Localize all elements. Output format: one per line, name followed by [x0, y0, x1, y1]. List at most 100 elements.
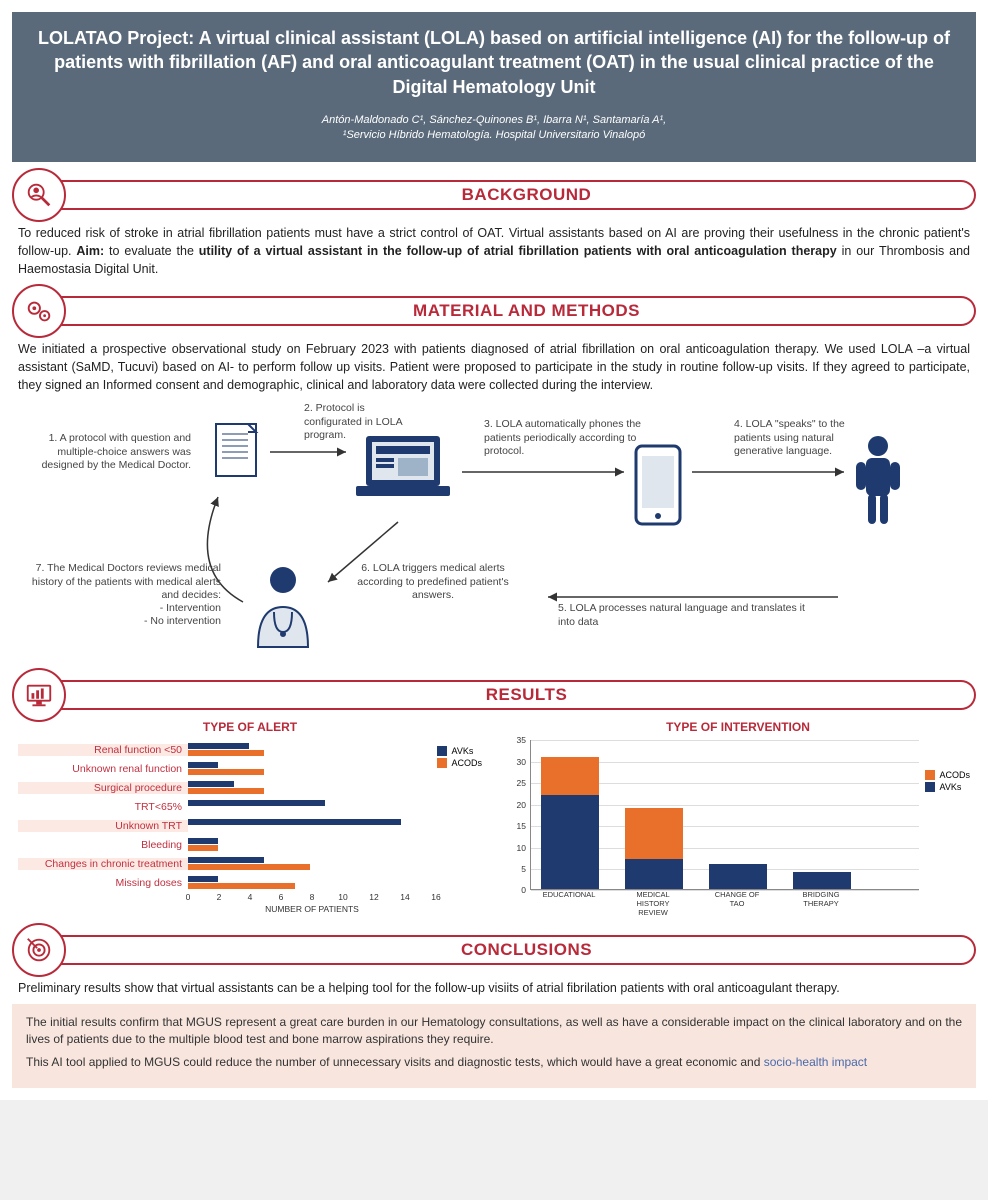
gears-icon — [12, 284, 66, 338]
flow-step-2: 2. Protocol is configurated in LOLA prog… — [304, 402, 414, 441]
ytick: 25 — [517, 778, 526, 788]
hbar-track — [188, 740, 431, 759]
chart-title: TYPE OF ALERT — [18, 720, 482, 734]
alert-chart: TYPE OF ALERT Renal function <50 Unknown … — [18, 720, 482, 917]
ytick: 0 — [521, 885, 526, 895]
poster-header: LOLATAO Project: A virtual clinical assi… — [12, 12, 976, 162]
stacked-bar — [709, 864, 767, 890]
section-title: BACKGROUND — [462, 185, 592, 205]
hbar-label: Unknown TRT — [18, 820, 188, 832]
scientific-poster: LOLATAO Project: A virtual clinical assi… — [0, 0, 988, 1100]
footer-p2a: This AI tool applied to MGUS could reduc… — [26, 1055, 764, 1069]
footer-p2-link: socio-health impact — [764, 1055, 867, 1069]
xtick: 4 — [248, 892, 253, 902]
bar-acod — [188, 883, 295, 889]
legend-item: AVKs — [925, 782, 970, 792]
bar-avk-segment — [625, 859, 683, 889]
hbar-track — [188, 778, 431, 797]
affiliation-line: ¹Servicio Híbrido Hematología. Hospital … — [36, 128, 952, 143]
bar-avk — [188, 743, 249, 749]
hbar-label: Renal function <50 — [18, 744, 188, 756]
bar-acod — [188, 769, 264, 775]
section-header-bar: BACKGROUND — [12, 176, 976, 214]
legend-item: ACODs — [437, 758, 482, 768]
flow-step-7a: 7. The Medical Doctors reviews medical h… — [32, 562, 221, 600]
hbar-label: Missing doses — [18, 877, 188, 889]
conclusions-text: Preliminary results show that virtual as… — [18, 979, 970, 997]
ytick: 35 — [517, 735, 526, 745]
flow-step-1: 1. A protocol with question and multiple… — [26, 432, 191, 471]
bar-avk — [188, 857, 264, 863]
hbar-track — [188, 835, 431, 854]
bar-avk — [188, 838, 218, 844]
legend-item: ACODs — [925, 770, 970, 780]
authors-line: Antón-Maldonado C¹, Sánchez-Quinones B¹,… — [36, 113, 952, 128]
ytick: 5 — [521, 864, 526, 874]
intervention-chart: TYPE OF INTERVENTION 05101520253035 ACOD… — [506, 720, 970, 917]
bar-acod — [188, 750, 264, 756]
methods-flowchart: 1. A protocol with question and multiple… — [18, 402, 970, 662]
xlabel: CHANGE OF TAO — [708, 890, 766, 917]
section-header-bar: MATERIAL AND METHODS — [12, 292, 976, 330]
section-results: RESULTS TYPE OF ALERT Renal function <50… — [12, 676, 976, 917]
ytick: 15 — [517, 821, 526, 831]
hbar-row: Missing doses — [18, 873, 431, 892]
section-background: BACKGROUND To reduced risk of stroke in … — [12, 176, 976, 278]
hbar-track — [188, 816, 431, 835]
xtick: 12 — [369, 892, 378, 902]
chart-title: TYPE OF INTERVENTION — [506, 720, 970, 734]
alert-bars-area: Renal function <50 Unknown renal function… — [18, 740, 431, 892]
magnifier-icon — [12, 168, 66, 222]
hbar-label: Bleeding — [18, 839, 188, 851]
intervention-xlabels: EDUCATIONAL MEDICAL HISTORY REVIEW CHANGE … — [530, 890, 914, 917]
footer-p1: The initial results confirm that MGUS re… — [26, 1014, 962, 1049]
stacked-bar — [541, 757, 599, 890]
alert-legend: AVKs ACODs — [437, 746, 482, 892]
hbar-track — [188, 797, 431, 816]
hbar-track — [188, 854, 431, 873]
hbar-row: Unknown TRT — [18, 816, 431, 835]
legend-acod: ACODs — [451, 758, 482, 768]
results-charts-row: TYPE OF ALERT Renal function <50 Unknown … — [18, 720, 970, 917]
section-header-bar: CONCLUSIONS — [12, 931, 976, 969]
xlabel: MEDICAL HISTORY REVIEW — [624, 890, 682, 917]
xtick: 16 — [431, 892, 440, 902]
bar-acod — [188, 864, 310, 870]
footer-box: The initial results confirm that MGUS re… — [12, 1004, 976, 1088]
hbar-row: Renal function <50 — [18, 740, 431, 759]
flow-step-7c: - No intervention — [144, 615, 221, 627]
flow-step-6: 6. LOLA triggers medical alerts accordin… — [348, 562, 518, 601]
bar-avk — [188, 762, 218, 768]
section-title: MATERIAL AND METHODS — [413, 301, 640, 321]
section-conclusions: CONCLUSIONS Preliminary results show tha… — [12, 931, 976, 997]
bar-acod — [188, 788, 264, 794]
xaxis-label: NUMBER OF PATIENTS — [188, 904, 436, 914]
ytick: 10 — [517, 843, 526, 853]
alert-xaxis: 0246810121416 NUMBER OF PATIENTS — [188, 892, 436, 914]
footer-p2: This AI tool applied to MGUS could reduc… — [26, 1054, 962, 1071]
hbar-row: Unknown renal function — [18, 759, 431, 778]
target-icon — [12, 923, 66, 977]
hbar-track — [188, 759, 431, 778]
xtick: 2 — [217, 892, 222, 902]
bar-avk — [188, 819, 401, 825]
flow-step-3: 3. LOLA automatically phones the patient… — [484, 418, 674, 457]
xtick: 10 — [338, 892, 347, 902]
hbar-row: Surgical procedure — [18, 778, 431, 797]
xlabel: BRIDGING THERAPY — [792, 890, 850, 917]
xlabel: EDUCATIONAL — [540, 890, 598, 917]
bar-avk — [188, 876, 218, 882]
hbar-label: TRT<65% — [18, 801, 188, 813]
xtick: 8 — [310, 892, 315, 902]
intervention-bars-area — [530, 740, 919, 890]
legend-acod: ACODs — [939, 770, 970, 780]
legend-avk: AVKs — [939, 782, 961, 792]
hbar-label: Changes in chronic treatment — [18, 858, 188, 870]
flow-step-5: 5. LOLA processes natural language and t… — [558, 602, 818, 628]
bar-avk — [188, 781, 234, 787]
xtick: 6 — [279, 892, 284, 902]
xtick: 0 — [186, 892, 191, 902]
bar-acod — [188, 845, 218, 851]
section-header-bar: RESULTS — [12, 676, 976, 714]
bar-avk — [188, 800, 325, 806]
